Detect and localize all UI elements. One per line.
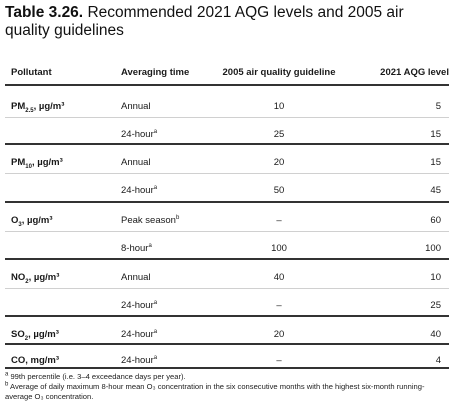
aqg-2021-cell: 15 <box>430 157 441 168</box>
aqg-2021-cell: 40 <box>430 329 441 340</box>
averaging-time-cell: 24-houra <box>121 354 158 366</box>
guideline-2005-cell: – <box>276 355 282 366</box>
averaging-time-cell: 8-houra <box>121 242 152 254</box>
aqg-2021-cell: 25 <box>430 300 441 311</box>
row-divider <box>5 231 449 232</box>
table-caption: Recommended 2021 AQG levels and 2005 air… <box>5 4 404 39</box>
row-divider <box>5 258 449 260</box>
aqg-2021-cell: 45 <box>430 185 441 196</box>
averaging-time-cell: 24-houra <box>121 328 158 340</box>
header-rule <box>5 84 449 86</box>
aqg-2021-cell: 10 <box>430 272 441 283</box>
guideline-2005-cell: 20 <box>273 157 285 168</box>
footnote-a: a 99th percentile (i.e. 3–4 exceedance d… <box>5 371 186 381</box>
aqg-2021-cell: 4 <box>435 355 441 366</box>
averaging-time-cell: Annual <box>121 101 151 112</box>
guideline-2005-cell: 10 <box>273 101 285 112</box>
averaging-time-cell: Peak seasonb <box>121 214 180 226</box>
aqg-2021-cell: 5 <box>435 101 441 112</box>
column-header-averaging-time: Averaging time <box>121 67 190 78</box>
column-header-2005-guideline: 2005 air quality guideline <box>222 67 336 78</box>
averaging-time-cell: Annual <box>121 272 151 283</box>
row-divider <box>5 117 449 118</box>
averaging-time-cell: Annual <box>121 157 151 168</box>
guideline-2005-cell: 25 <box>273 129 285 140</box>
guideline-2005-cell: – <box>276 215 282 226</box>
averaging-time-cell: 24-houra <box>121 299 158 311</box>
footnotes: a 99th percentile (i.e. 3–4 exceedance d… <box>5 371 451 402</box>
guideline-2005-cell: 40 <box>273 272 285 283</box>
footnote-b: b Average of daily maximum 8-hour mean O… <box>5 381 425 401</box>
column-header-2021-level: 2021 AQG level <box>380 67 449 78</box>
row-divider <box>5 143 449 145</box>
column-header-pollutant: Pollutant <box>11 67 52 78</box>
pollutant-cell: PM2.5, µg/m³ <box>11 101 65 114</box>
aqg-2021-cell: 60 <box>430 215 441 226</box>
pollutant-cell: NO2, µg/m³ <box>11 272 60 285</box>
row-divider <box>5 201 449 203</box>
pollutant-cell: SO2, µg/m³ <box>11 329 59 342</box>
guideline-2005-cell: 100 <box>271 243 287 254</box>
guideline-2005-cell: 20 <box>273 329 285 340</box>
pollutant-cell: CO, mg/m³ <box>11 355 60 366</box>
row-divider <box>5 173 449 174</box>
averaging-time-cell: 24-houra <box>121 128 158 140</box>
aqg-2021-cell: 100 <box>425 243 441 254</box>
guideline-2005-cell: – <box>276 300 282 311</box>
table-title: Table 3.26. Recommended 2021 AQG levels … <box>5 4 445 40</box>
pollutant-cell: O3, µg/m³ <box>11 215 53 228</box>
pollutant-cell: PM10, µg/m³ <box>11 157 63 170</box>
row-divider <box>5 315 449 317</box>
aqg-2021-cell: 15 <box>430 129 441 140</box>
row-divider <box>5 343 449 345</box>
row-divider <box>5 367 449 369</box>
guideline-2005-cell: 50 <box>273 185 285 196</box>
averaging-time-cell: 24-houra <box>121 184 158 196</box>
table-number: Table 3.26. <box>5 4 84 21</box>
row-divider <box>5 288 449 289</box>
